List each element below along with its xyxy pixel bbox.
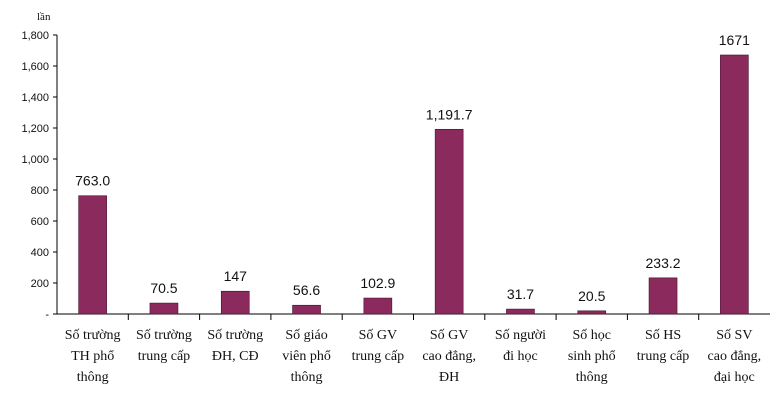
data-label: 763.0 <box>75 173 110 189</box>
bar <box>292 304 321 315</box>
category-label: Số giáo <box>285 328 327 343</box>
data-label: 1,191.7 <box>426 106 473 122</box>
category-label: ĐH, CĐ <box>212 349 259 364</box>
data-label: 56.6 <box>293 282 320 298</box>
data-label: 147 <box>224 268 248 284</box>
bar <box>506 308 535 315</box>
y-tick-label: - <box>45 309 49 321</box>
category-label: thông <box>576 370 608 385</box>
y-tick-label: 400 <box>31 247 49 259</box>
y-tick-label: 800 <box>31 185 49 197</box>
category-label: Số SV <box>716 328 752 343</box>
category-label: TH phổ <box>71 349 114 364</box>
data-label: 70.5 <box>150 280 177 296</box>
data-label: 102.9 <box>360 275 395 291</box>
category-label: Số học <box>573 328 612 343</box>
bar <box>720 54 749 315</box>
bar <box>149 302 179 315</box>
data-label: 31.7 <box>507 286 534 302</box>
category-label: Số trường <box>207 328 263 343</box>
bar <box>434 128 464 315</box>
category-label: trung cấp <box>352 349 404 364</box>
category-label: ĐH <box>439 370 459 385</box>
labels-layer: 763.0 Số trường TH phổ thông 70.5 Số trường tr… <box>65 32 761 385</box>
category-label: Số HS <box>645 328 681 343</box>
y-tick-label: 1,400 <box>21 92 49 104</box>
y-tick-label: 1,200 <box>21 123 49 135</box>
category-label: cao đẳng, <box>708 349 762 364</box>
bar <box>78 195 107 315</box>
axes-layer: lần - 200 400 600 800 1,000 1,200 1,400 1,600 1,80… <box>21 11 770 321</box>
bars-layer <box>78 54 749 315</box>
category-label: Số trường <box>136 328 192 343</box>
y-tick-label: 200 <box>31 278 49 290</box>
data-label: 233.2 <box>646 255 681 271</box>
category-label: Số GV <box>359 328 398 343</box>
category-label: Số trường <box>65 328 121 343</box>
category-label: sinh phổ <box>568 349 616 364</box>
category-label: Số người <box>495 328 546 343</box>
category-label: viên phổ <box>282 349 331 364</box>
y-tick-label: 600 <box>31 216 49 228</box>
category-label: thông <box>77 370 109 385</box>
category-label: trung cấp <box>138 349 190 364</box>
category-label: cao đẳng, <box>422 349 476 364</box>
bar <box>363 297 393 315</box>
y-axis-unit-label: lần <box>37 11 51 23</box>
bar <box>577 310 607 315</box>
category-label: thông <box>291 370 323 385</box>
bar <box>648 277 678 315</box>
category-label: đi học <box>503 349 538 364</box>
category-label: trung cấp <box>637 349 689 364</box>
y-tick-label: 1,000 <box>21 154 49 166</box>
bar <box>220 290 250 315</box>
category-label: Số GV <box>430 328 469 343</box>
category-label: đại học <box>714 370 755 385</box>
data-label: 20.5 <box>578 288 605 304</box>
y-tick-label: 1,600 <box>21 61 49 73</box>
data-label: 1671 <box>719 32 750 48</box>
y-tick-label: 1,800 <box>21 30 49 42</box>
